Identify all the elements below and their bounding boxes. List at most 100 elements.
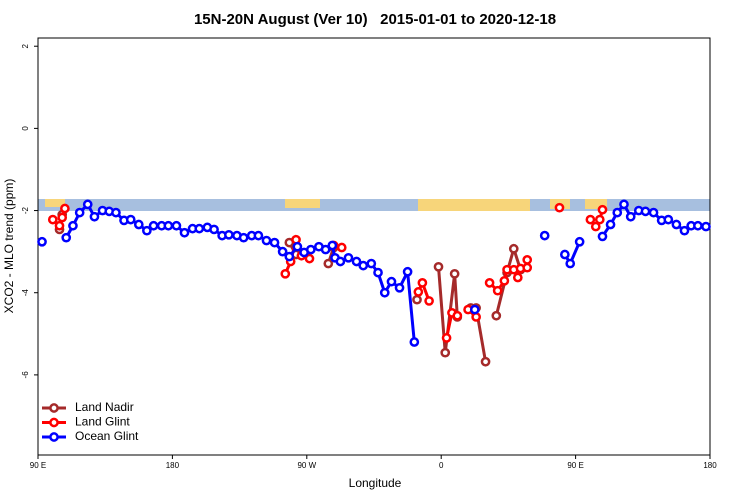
point [305,244,316,255]
point [373,267,383,278]
legend-label: Land Nadir [75,400,134,414]
legend-marker [49,403,59,413]
point [209,224,219,235]
point [491,310,502,321]
y-tick-label: 2 [21,43,30,48]
point [343,252,354,263]
ocean-band [38,199,710,211]
x-tick-label: 90 W [297,461,316,470]
legend-label: Ocean Glint [75,429,139,443]
point [640,206,651,217]
point [37,236,47,247]
point [441,333,452,343]
y-tick-label: -6 [21,371,30,379]
point [612,207,623,218]
point [89,211,100,222]
x-tick-label: 90 E [567,461,583,470]
point [68,220,78,231]
point [440,347,451,358]
point [238,232,249,243]
legend-marker [49,432,59,442]
point [594,214,605,225]
series-line [494,243,522,317]
land-patch [285,199,320,208]
point [179,227,190,238]
point [304,253,315,264]
point [57,212,68,223]
land-patch [585,199,607,209]
point [597,231,608,242]
point [625,211,636,222]
point [671,219,682,230]
point [619,199,629,210]
point [512,272,523,283]
point [54,220,65,231]
point [597,204,608,215]
point [269,237,280,248]
point [386,276,397,287]
point [469,304,480,315]
point [351,256,362,267]
point [522,262,533,273]
point [61,232,72,243]
point [663,214,674,225]
chart-title: 15N-20N August (Ver 10) 2015-01-01 to 20… [194,11,556,28]
point [605,219,616,230]
point [74,207,85,218]
point [539,230,550,241]
x-tick-label: 90 E [30,461,46,470]
point [679,225,690,236]
point [590,221,601,232]
y-tick-label: -4 [21,289,30,297]
point [394,282,405,293]
point [125,214,136,225]
point [413,287,424,297]
x-tick-label: 0 [439,461,444,470]
point [701,221,711,232]
x-tick-label: 180 [703,461,717,470]
point [585,214,596,225]
land-patch [418,199,530,211]
point [452,310,463,321]
point [60,203,70,214]
point [253,230,264,241]
point [171,220,182,231]
point [648,207,659,218]
point [554,202,565,213]
plot-frame [37,37,711,456]
y-axis-label: XCO2 - MLO trend (ppm) [2,179,16,314]
point [111,207,121,218]
point [693,220,703,231]
point [574,236,585,247]
point [82,199,93,210]
point [327,240,338,251]
point [323,258,334,269]
point [142,225,152,236]
point [336,242,347,253]
point [449,268,460,279]
point [292,241,303,252]
point [47,214,58,225]
point [163,220,174,231]
y-tick-label: 0 [21,126,30,131]
point [366,258,377,269]
y-tick-label: -2 [21,206,30,214]
point [261,235,272,246]
point [433,261,444,272]
point [194,223,205,234]
point [320,244,331,255]
point [471,312,481,322]
point [417,278,428,288]
point [379,287,390,298]
point [492,285,503,296]
point [522,255,533,265]
point [133,219,144,230]
point [409,337,420,347]
point [223,229,234,240]
point [424,296,434,306]
point [412,294,422,305]
series [37,199,711,347]
legend-marker [49,417,59,428]
